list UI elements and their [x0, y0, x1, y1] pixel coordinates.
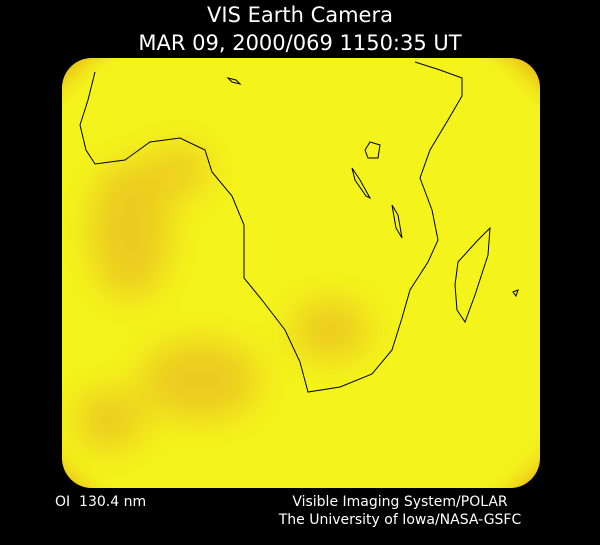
filter-label: OI 130.4 nm [55, 494, 147, 510]
coastlines [79, 61, 519, 393]
title: VIS Earth Camera [207, 3, 393, 27]
instrument-label: Visible Imaging System/POLAR [292, 494, 508, 510]
credit-label: The University of Iowa/NASA-GSFC [278, 512, 522, 528]
timestamp: MAR 09, 2000/069 1150:35 UT [138, 31, 462, 55]
